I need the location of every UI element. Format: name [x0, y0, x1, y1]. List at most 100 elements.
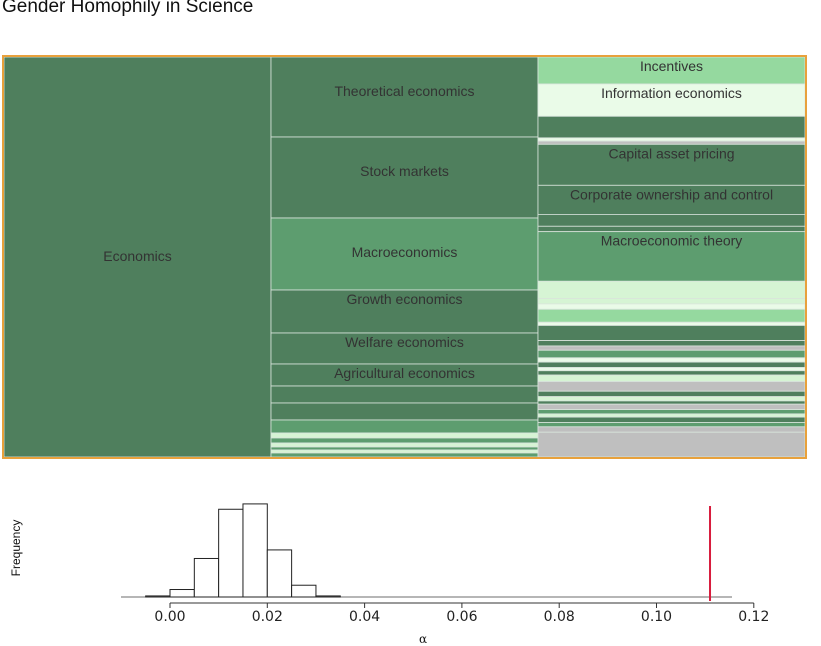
- treemap-cell-rect: [537, 345, 805, 351]
- treemap-cell-label: Incentives: [640, 58, 703, 74]
- treemap-cell-economics[interactable]: Economics: [4, 57, 272, 457]
- treemap-cell-rect: [537, 280, 805, 299]
- treemap-cell[interactable]: [537, 416, 805, 423]
- treemap-cell-stock-markets[interactable]: Stock markets: [270, 136, 539, 219]
- treemap-cell-rect: [537, 214, 805, 227]
- treemap-cell-welfare-economics[interactable]: Welfare economics: [270, 332, 539, 365]
- treemap-cell[interactable]: [270, 437, 539, 444]
- treemap-cell-rect: [537, 143, 805, 186]
- treemap-cell[interactable]: [537, 431, 805, 457]
- treemap-cell[interactable]: [270, 446, 539, 451]
- treemap-cell[interactable]: [537, 321, 805, 326]
- treemap-cell-rect: [537, 303, 805, 310]
- treemap-cell-capital-asset-pricing[interactable]: Capital asset pricing: [537, 143, 805, 186]
- treemap-cell-theoretical-economics[interactable]: Theoretical economics: [270, 57, 539, 138]
- treemap-cell-rect: [270, 452, 539, 457]
- treemap-cell[interactable]: [537, 361, 805, 368]
- treemap-cell-rect: [537, 409, 805, 415]
- treemap-cell-label: Capital asset pricing: [608, 145, 734, 161]
- treemap-cell[interactable]: [270, 452, 539, 457]
- treemap-cell[interactable]: [537, 422, 805, 428]
- treemap-cell[interactable]: [537, 280, 805, 299]
- treemap-cell[interactable]: [537, 115, 805, 139]
- treemap-cell[interactable]: [537, 298, 805, 305]
- treemap-cell-rect: [537, 422, 805, 428]
- treemap-cell-rect: [537, 57, 805, 85]
- treemap-cell[interactable]: [270, 442, 539, 448]
- x-tick-label: 0.00: [154, 609, 185, 625]
- treemap-cell-rect: [537, 370, 805, 376]
- treemap-cell-agricultural-economics[interactable]: Agricultural economics: [270, 363, 539, 387]
- treemap-cell[interactable]: [537, 225, 805, 233]
- treemap-cell-rect: [537, 225, 805, 233]
- treemap-cell[interactable]: [537, 303, 805, 310]
- treemap-cell-label: Macroeconomic theory: [601, 233, 743, 249]
- treemap-cell-label: Information economics: [601, 85, 742, 101]
- treemap-cell[interactable]: [537, 409, 805, 415]
- treemap-cell-rect: [270, 449, 539, 454]
- treemap-cell-label: Agricultural economics: [334, 365, 475, 381]
- treemap-cell-incentives[interactable]: Incentives: [537, 57, 805, 85]
- treemap-cell[interactable]: [537, 325, 805, 341]
- treemap-cell[interactable]: [537, 381, 805, 392]
- treemap-cell-rect: [537, 308, 805, 323]
- treemap-cell-rect: [270, 402, 539, 421]
- treemap-cell[interactable]: [537, 140, 805, 145]
- treemap-cell-rect: [537, 400, 805, 405]
- treemap-cell-information-economics[interactable]: Information economics: [537, 83, 805, 117]
- treemap-cell-rect: [270, 432, 539, 439]
- page-title: Gender Homophily in Science: [2, 0, 254, 17]
- treemap-cell[interactable]: [270, 449, 539, 454]
- treemap-cell-rect: [537, 321, 805, 326]
- treemap-cell[interactable]: [537, 308, 805, 323]
- treemap-cell[interactable]: [270, 385, 539, 404]
- histogram-bar: [315, 595, 341, 598]
- treemap-cell[interactable]: [537, 137, 805, 142]
- treemap-cell[interactable]: [537, 426, 805, 433]
- treemap-cell-growth-economics[interactable]: Growth economics: [270, 289, 539, 334]
- treemap-cell-label: Corporate ownership and control: [570, 186, 773, 202]
- histogram-bar: [145, 595, 171, 598]
- treemap-cell[interactable]: [537, 214, 805, 227]
- treemap-cell-rect: [537, 115, 805, 139]
- treemap-cell[interactable]: [270, 402, 539, 421]
- treemap-cell-rect: [270, 136, 539, 219]
- treemap-cell-rect: [270, 437, 539, 444]
- treemap-cell-rect: [537, 361, 805, 368]
- treemap-cell[interactable]: [537, 370, 805, 376]
- treemap-cell-rect: [537, 357, 805, 363]
- treemap-cell-rect: [537, 137, 805, 142]
- treemap-cell-rect: [537, 325, 805, 341]
- treemap-cell-rect: [537, 426, 805, 433]
- treemap-cell-rect: [537, 413, 805, 418]
- treemap-cell-rect: [537, 231, 805, 282]
- treemap-cell[interactable]: [270, 432, 539, 439]
- treemap-cell[interactable]: [270, 419, 539, 434]
- treemap-cell-rect: [270, 385, 539, 404]
- treemap-cell[interactable]: [537, 400, 805, 405]
- treemap-cell[interactable]: [537, 403, 805, 410]
- treemap-cell-rect: [537, 374, 805, 382]
- treemap-cell[interactable]: [537, 349, 805, 359]
- treemap-cell-macroeconomic-theory[interactable]: Macroeconomic theory: [537, 231, 805, 282]
- treemap-cell-corporate-ownership-and-control[interactable]: Corporate ownership and control: [537, 184, 805, 215]
- treemap-cell[interactable]: [537, 340, 805, 347]
- histogram-bar: [169, 589, 195, 598]
- treemap-cell[interactable]: [537, 367, 805, 372]
- treemap-cell[interactable]: [537, 390, 805, 398]
- treemap[interactable]: Economics Theoretical economics Stock mark…: [2, 55, 807, 459]
- treemap-cell[interactable]: [537, 345, 805, 351]
- y-axis-label: Frequency: [9, 520, 23, 577]
- treemap-cell-rect: [537, 416, 805, 423]
- treemap-cell-rect: [537, 381, 805, 392]
- treemap-cell[interactable]: [537, 413, 805, 418]
- treemap-cell[interactable]: [537, 357, 805, 363]
- treemap-cell-rect: [537, 184, 805, 215]
- treemap-cell-rect: [537, 367, 805, 372]
- treemap-cell-macroeconomics[interactable]: Macroeconomics: [270, 217, 539, 291]
- treemap-cell-rect: [270, 442, 539, 448]
- treemap-cell[interactable]: [537, 396, 805, 402]
- alpha-histogram: Frequency α 0.00 0.02 0.04 0.06 0.08 0.10 0.12: [0, 495, 821, 646]
- treemap-cell-rect: [537, 431, 805, 457]
- treemap-cell[interactable]: [537, 374, 805, 382]
